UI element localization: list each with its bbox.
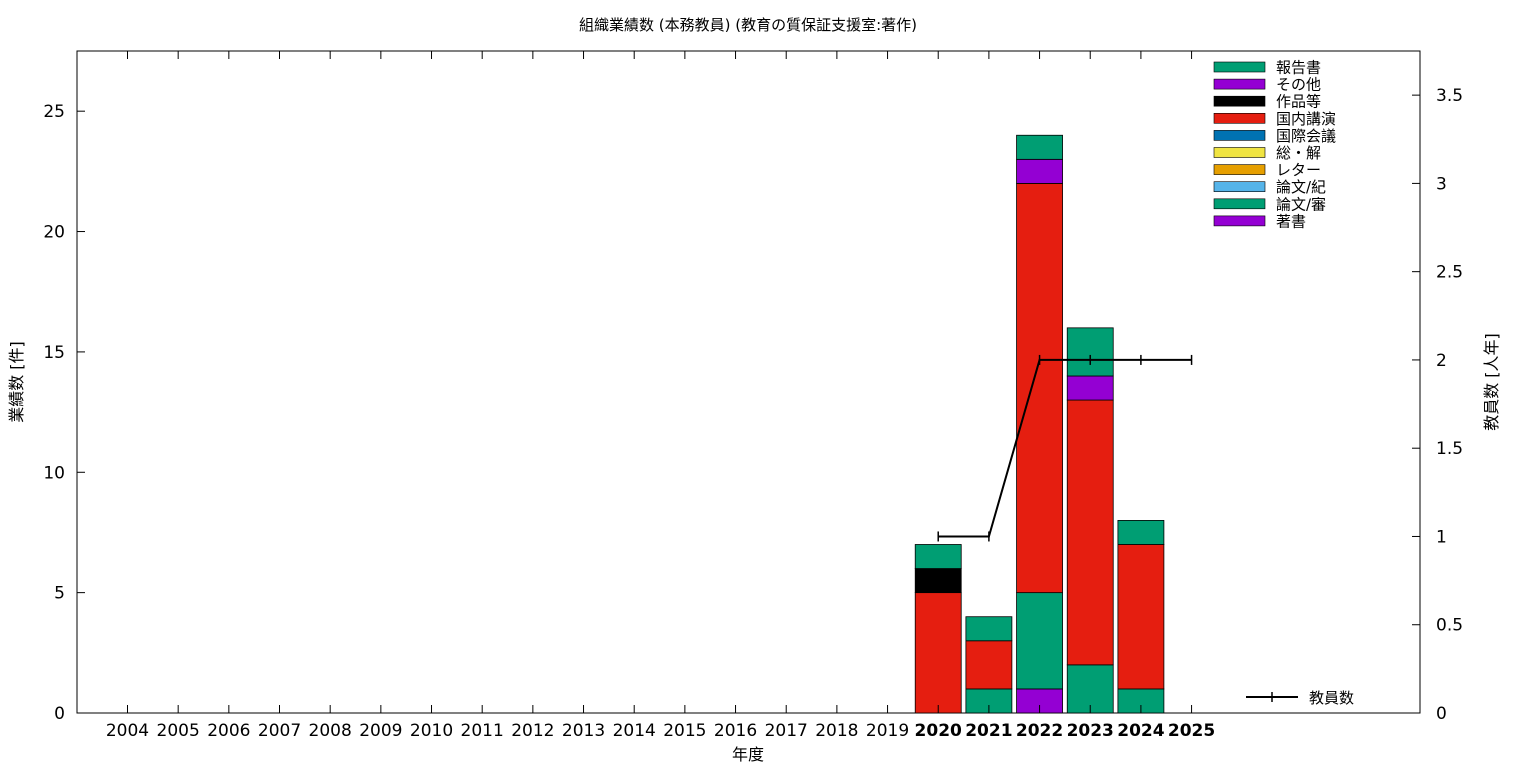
bar-segment [914,568,962,594]
x-axis-label: 年度 [732,745,764,764]
y2-tick-label: 3.5 [1436,86,1463,106]
y-tick-label: 15 [43,343,65,363]
plot-frame [76,50,1421,714]
x-tick-label: 2012 [511,721,554,741]
y2-tick-label: 2 [1436,351,1447,371]
x-tick-label: 2021 [965,721,1012,741]
x-tick-label: 2005 [157,721,200,741]
bar-segment [1117,544,1165,690]
legend-swatch [1213,198,1266,210]
y2-tick-label: 2.5 [1436,263,1463,283]
y2-axis-label: 教員数 [人年] [1482,333,1501,431]
x-tick-label: 2015 [663,721,706,741]
legend-label: 国内講演 [1276,110,1336,128]
bar-segment [914,544,962,569]
bar-segment [1066,327,1114,377]
x-tick-label: 2016 [714,721,757,741]
x-tick-label: 2018 [815,721,858,741]
legend-line-label: 教員数 [1309,689,1354,707]
x-tick-label: 2010 [410,721,453,741]
legend-swatch [1213,130,1266,141]
faculty-count-polyline [938,358,1192,538]
legend-swatch [1213,181,1266,192]
x-tick-label: 2023 [1067,721,1114,741]
legend-swatch [1213,215,1266,227]
legend-swatch [1213,164,1266,175]
legend-swatch [1213,95,1266,107]
x-tick-label: 2009 [359,721,402,741]
bar-segment [965,640,1013,690]
chart-title: 組織業績数 (本務教員) (教育の質保証支援室:著作) [579,16,917,34]
bar-segment [1066,399,1114,666]
y-tick-label: 20 [43,223,65,243]
x-tick-label: 2007 [258,721,301,741]
x-tick-label: 2022 [1016,721,1063,741]
y2-tick-label: 0 [1436,704,1447,724]
y2-tick-label: 3 [1436,174,1447,194]
y2-tick-label: 0.5 [1436,616,1463,636]
bar-stacks [914,134,1165,714]
y-axis-label: 業績数 [件] [7,341,26,423]
bar-segment [1016,592,1063,690]
legend-label: 作品等 [1276,93,1321,111]
y-tick-label: 5 [54,584,65,604]
x-tick-label: 2025 [1168,721,1215,741]
x-tick-label: 2011 [461,721,504,741]
y-tick-label: 0 [54,704,65,724]
x-tick-label: 2008 [309,721,352,741]
x-tick-label: 2014 [613,721,656,741]
legend-swatch [1213,113,1266,124]
y-tick-label: 25 [43,102,65,122]
y2-tick-label: 1 [1436,527,1447,547]
legend-swatch [1213,147,1266,158]
legend-swatch [1213,61,1266,73]
x-tick-label: 2017 [765,721,808,741]
bar-segment [1016,182,1063,594]
x-tick-label: 2006 [207,721,250,741]
x-tick-label: 2004 [106,721,149,741]
legend-label: 報告書 [1276,59,1321,77]
y-tick-label: 10 [43,463,65,483]
legend-label: 総・解 [1276,144,1321,162]
legend-label: 論文/審 [1276,195,1326,213]
bar-segment [1066,375,1114,401]
x-tick-label: 2024 [1117,721,1164,741]
legend-label: 論文/紀 [1276,178,1326,196]
x-tick-label: 2019 [866,721,909,741]
legend-label: 著書 [1276,212,1306,230]
x-tick-label: 2020 [915,721,962,741]
legend-label: レター [1276,161,1321,179]
faculty-count-line [937,354,1193,542]
bar-segment [965,616,1013,642]
bar-segment [914,592,962,714]
legend-label: 国際会議 [1276,127,1336,145]
legend-swatch [1213,78,1266,90]
bar-segment [1016,158,1063,184]
bar-segment [1016,134,1063,160]
legend-label: その他 [1276,76,1321,94]
bar-segment [1117,520,1165,545]
x-tick-label: 2013 [562,721,605,741]
y2-tick-label: 1.5 [1436,439,1463,459]
